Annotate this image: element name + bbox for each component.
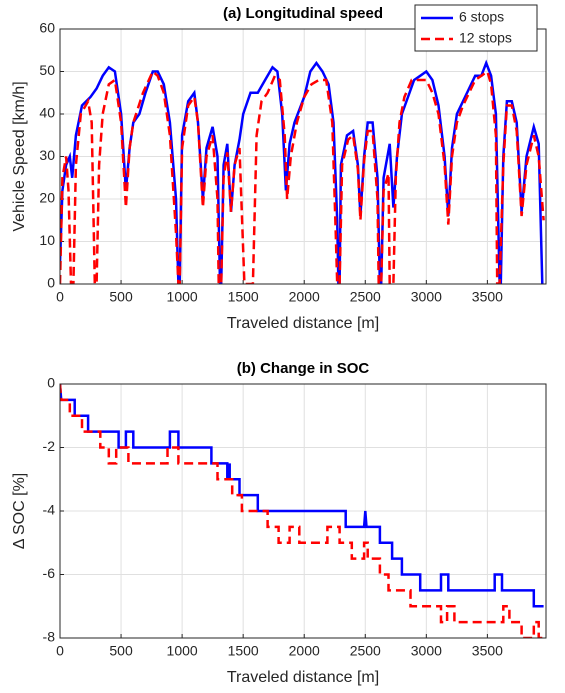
x-tick-label: 2000 [289, 289, 320, 305]
axes-frame [59, 28, 547, 285]
y-tick-label: 60 [39, 20, 55, 36]
y-axis-label: Δ SOC [%] [11, 473, 28, 549]
x-axis-label: Traveled distance [m] [227, 315, 379, 332]
x-tick-label: 1000 [167, 643, 198, 659]
series-line [60, 59, 544, 284]
axes-frame [59, 383, 547, 639]
x-axis-label: Traveled distance [m] [227, 669, 379, 686]
x-tick-label: 3500 [472, 289, 503, 305]
legend-label: 6 stops [459, 9, 504, 25]
y-tick-label: -4 [43, 502, 56, 518]
x-tick-label: 2500 [350, 643, 381, 659]
x-tick-label: 0 [56, 289, 64, 305]
y-tick-label: 20 [39, 190, 55, 206]
series-line [60, 384, 543, 638]
y-tick-label: -8 [43, 629, 56, 645]
x-tick-label: 1000 [167, 289, 198, 305]
y-axis-label: Vehicle Speed [km/h] [11, 81, 28, 231]
y-tick-label: -6 [43, 565, 56, 581]
x-tick-label: 500 [109, 289, 133, 305]
x-tick-label: 3000 [411, 289, 442, 305]
x-tick-label: 1500 [228, 643, 259, 659]
legend-label: 12 stops [459, 30, 512, 46]
series-line [60, 384, 544, 608]
y-tick-label: 40 [39, 105, 55, 121]
x-tick-label: 1500 [228, 289, 259, 305]
legend-box [414, 4, 538, 52]
x-tick-label: 3500 [472, 643, 503, 659]
y-tick-label: 10 [39, 232, 55, 248]
chart-title: (a) Longitudinal speed [223, 5, 383, 22]
y-tick-label: 0 [47, 375, 55, 391]
series-line [60, 69, 545, 284]
y-tick-label: 30 [39, 147, 55, 163]
x-tick-label: 2000 [289, 643, 320, 659]
y-tick-label: 50 [39, 62, 55, 78]
x-tick-label: 0 [56, 643, 64, 659]
chart-title: (b) Change in SOC [237, 360, 370, 377]
y-tick-label: -2 [43, 438, 56, 454]
y-tick-label: 0 [47, 275, 55, 291]
x-tick-label: 500 [109, 643, 133, 659]
x-tick-label: 2500 [350, 289, 381, 305]
x-tick-label: 3000 [411, 643, 442, 659]
